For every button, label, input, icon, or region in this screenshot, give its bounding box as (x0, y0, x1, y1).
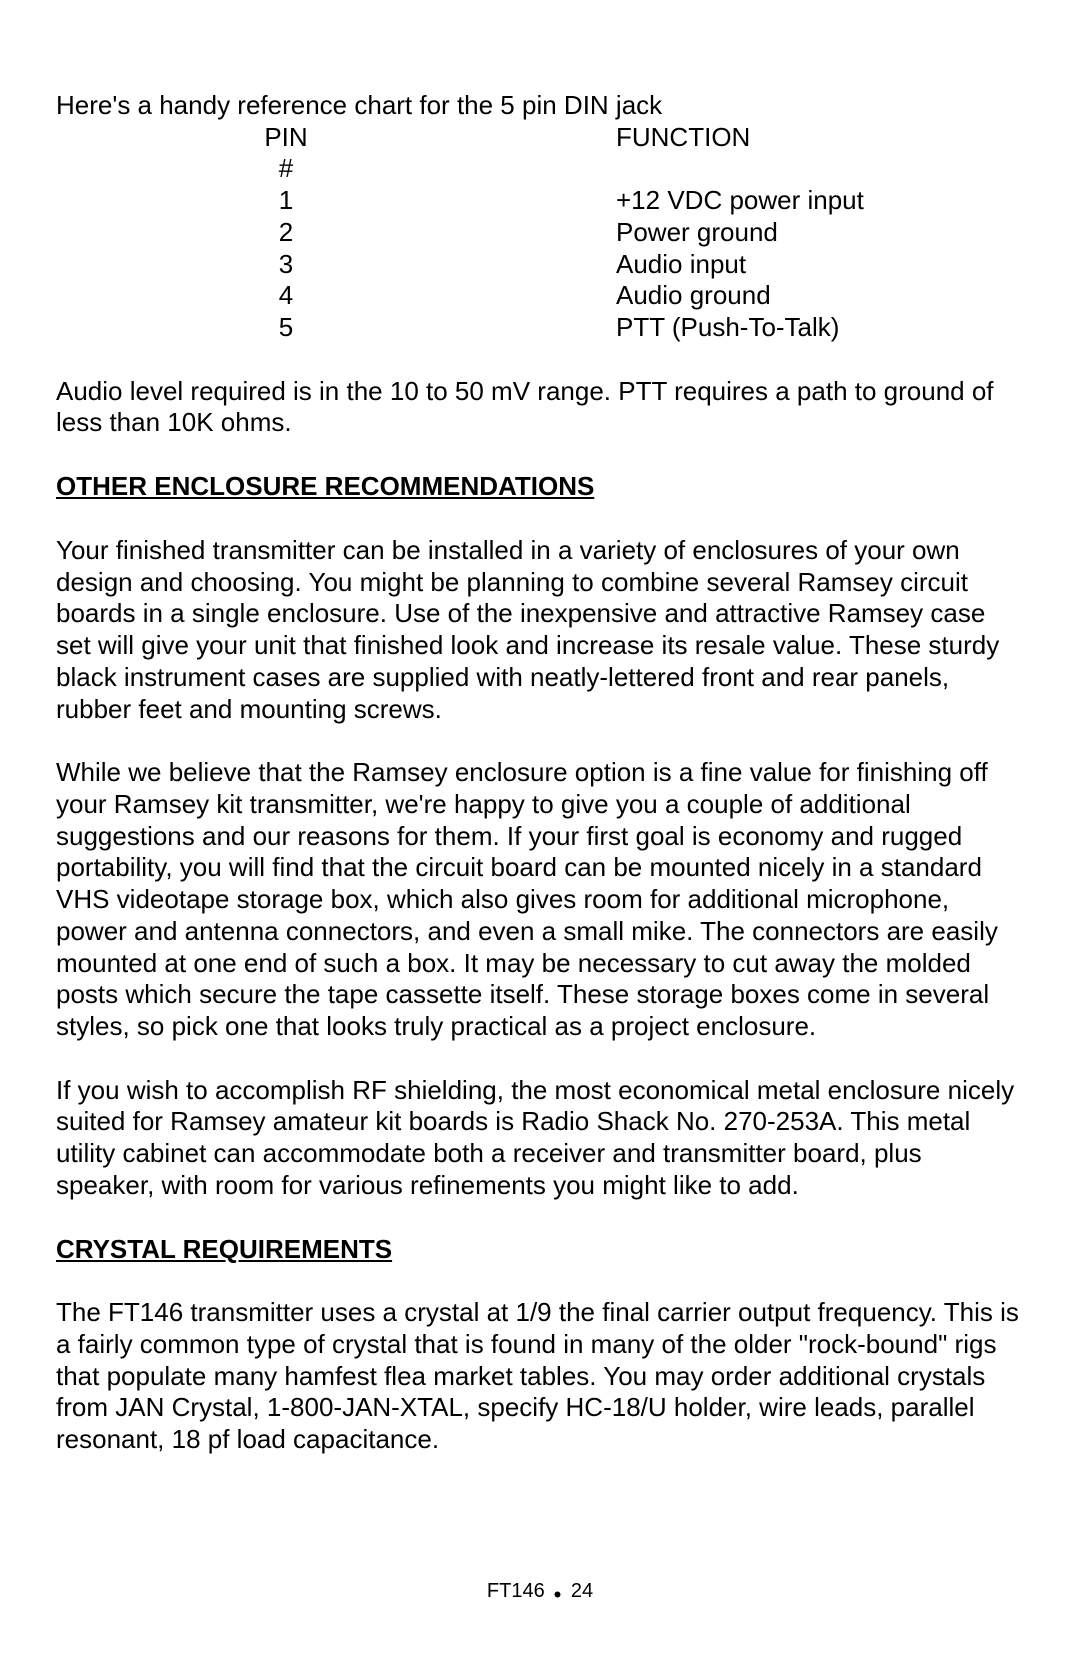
pin-cell: 3 (56, 249, 316, 281)
footer-model: FT146 (487, 1580, 545, 1602)
table-row: 1 +12 VDC power input (56, 185, 1020, 217)
document-page: Here's a handy reference chart for the 5… (0, 0, 1080, 1669)
table-row: 5 PTT (Push-To-Talk) (56, 312, 1020, 344)
table-row: 2 Power ground (56, 217, 1020, 249)
function-cell: Power ground (316, 217, 778, 249)
enclosure-heading: OTHER ENCLOSURE RECOMMENDATIONS (56, 471, 1020, 503)
pin-cell: 5 (56, 312, 316, 344)
table-header-pin: PIN # (56, 122, 316, 185)
crystal-heading: CRYSTAL REQUIREMENTS (56, 1234, 1020, 1266)
footer-page-number: 24 (571, 1580, 593, 1602)
function-cell: Audio ground (316, 280, 771, 312)
table-row: 4 Audio ground (56, 280, 1020, 312)
page-footer: FT146 24 (0, 1579, 1080, 1604)
crystal-paragraph-1: The FT146 transmitter uses a crystal at … (56, 1297, 1020, 1456)
enclosure-paragraph-2: While we believe that the Ramsey enclosu… (56, 757, 1020, 1042)
function-cell: +12 VDC power input (316, 185, 864, 217)
function-cell: Audio input (316, 249, 746, 281)
pin-cell: 1 (56, 185, 316, 217)
pin-cell: 4 (56, 280, 316, 312)
intro-line: Here's a handy reference chart for the 5… (56, 90, 1020, 122)
function-cell: PTT (Push-To-Talk) (316, 312, 839, 344)
pin-reference-table: PIN # FUNCTION 1 +12 VDC power input 2 P… (56, 122, 1020, 344)
enclosure-paragraph-3: If you wish to accomplish RF shielding, … (56, 1075, 1020, 1202)
pin-cell: 2 (56, 217, 316, 249)
table-row: 3 Audio input (56, 249, 1020, 281)
enclosure-paragraph-1: Your finished transmitter can be install… (56, 535, 1020, 725)
table-header-row: PIN # FUNCTION (56, 122, 1020, 185)
table-header-function: FUNCTION (316, 122, 750, 185)
bullet-icon (554, 1580, 561, 1604)
audio-level-paragraph: Audio level required is in the 10 to 50 … (56, 376, 1020, 439)
